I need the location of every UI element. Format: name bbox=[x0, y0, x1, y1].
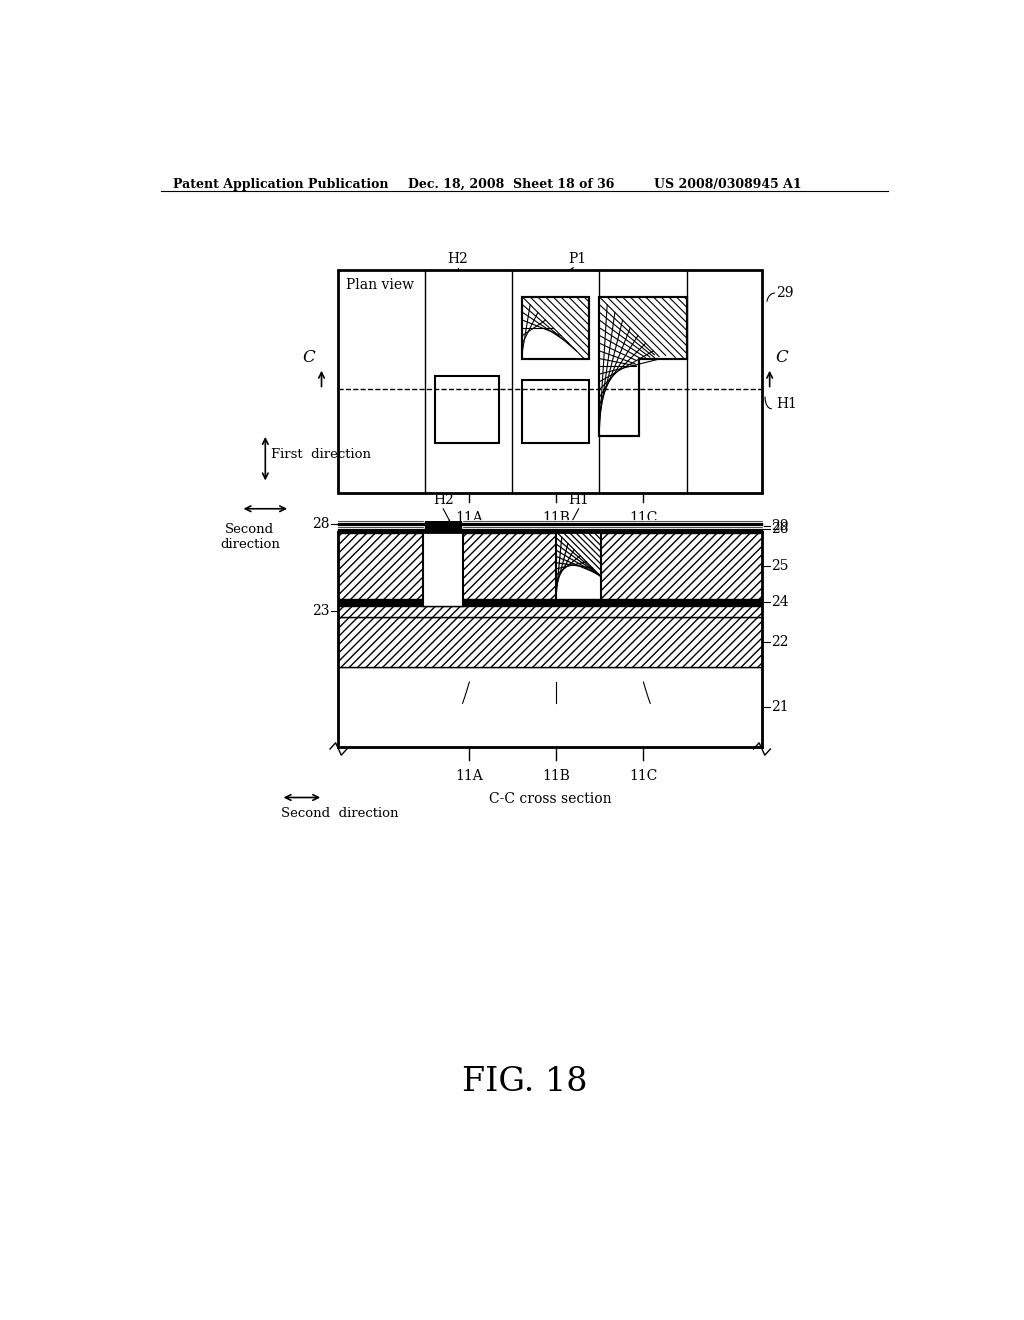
Text: 11B: 11B bbox=[543, 511, 570, 525]
Bar bbox=[339, 606, 762, 616]
Bar bbox=[601, 521, 762, 532]
Text: H2: H2 bbox=[433, 494, 454, 507]
Text: Patent Application Publication: Patent Application Publication bbox=[173, 178, 388, 190]
Text: H1: H1 bbox=[776, 397, 797, 411]
Bar bbox=[339, 667, 762, 747]
Bar bbox=[339, 521, 423, 532]
Bar bbox=[522, 297, 589, 359]
Text: 11C: 11C bbox=[629, 511, 657, 525]
Text: H2: H2 bbox=[447, 252, 468, 267]
Text: 23: 23 bbox=[311, 605, 330, 618]
Text: Plan view: Plan view bbox=[346, 277, 414, 292]
Text: H1: H1 bbox=[568, 494, 589, 507]
Bar bbox=[435, 376, 499, 444]
Text: Second
direction: Second direction bbox=[220, 523, 280, 550]
Bar bbox=[463, 521, 556, 532]
Bar bbox=[339, 527, 762, 533]
Bar bbox=[339, 521, 762, 527]
Text: 11B: 11B bbox=[543, 770, 570, 783]
Bar bbox=[522, 297, 589, 359]
Text: C: C bbox=[776, 350, 788, 367]
Bar bbox=[556, 532, 601, 599]
Text: First  direction: First direction bbox=[271, 449, 372, 462]
Bar bbox=[339, 271, 762, 494]
Text: 11C: 11C bbox=[629, 770, 657, 783]
Text: Dec. 18, 2008  Sheet 18 of 36: Dec. 18, 2008 Sheet 18 of 36 bbox=[408, 178, 614, 190]
Bar bbox=[339, 616, 762, 667]
Text: US 2008/0308945 A1: US 2008/0308945 A1 bbox=[654, 178, 802, 190]
Text: 21: 21 bbox=[771, 700, 788, 714]
Bar bbox=[522, 380, 589, 444]
Text: C: C bbox=[303, 350, 315, 367]
Text: Second  direction: Second direction bbox=[281, 807, 398, 820]
Text: 26: 26 bbox=[771, 521, 788, 536]
Text: 22: 22 bbox=[771, 635, 788, 648]
Text: C-C cross section: C-C cross section bbox=[488, 792, 611, 807]
Text: 11A: 11A bbox=[456, 770, 483, 783]
Text: 11A: 11A bbox=[456, 511, 483, 525]
Text: 24: 24 bbox=[771, 595, 788, 610]
Bar bbox=[423, 532, 463, 606]
Polygon shape bbox=[599, 297, 686, 436]
Bar bbox=[339, 599, 762, 606]
Text: P1: P1 bbox=[568, 252, 586, 267]
Text: 29: 29 bbox=[771, 520, 788, 533]
Text: FIG. 18: FIG. 18 bbox=[462, 1067, 588, 1098]
Text: 25: 25 bbox=[771, 560, 788, 573]
Text: 29: 29 bbox=[776, 286, 794, 300]
Bar bbox=[339, 533, 762, 599]
Text: 28: 28 bbox=[311, 517, 330, 531]
